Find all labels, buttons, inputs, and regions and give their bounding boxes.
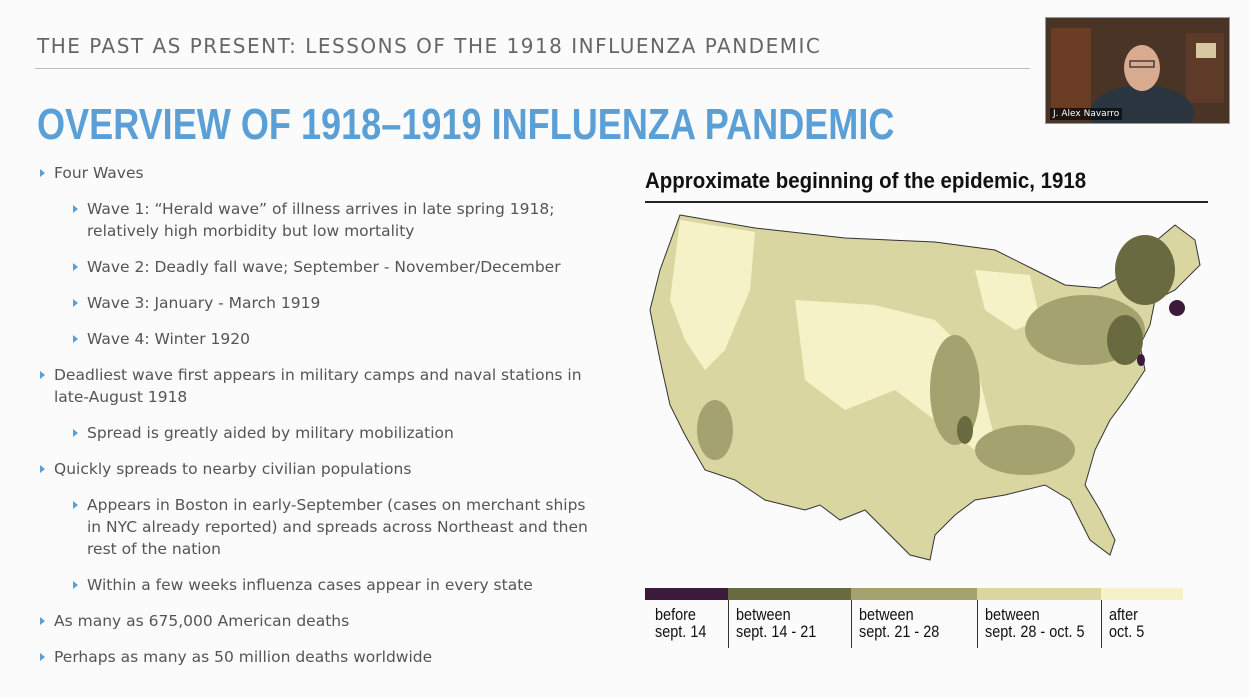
sub-bullet: Appears in Boston in early-September (ca… — [73, 494, 602, 560]
legend-label-line: sept. 14 - 21 — [736, 622, 817, 641]
sub-bullet: Wave 1: “Herald wave” of illness arrives… — [73, 198, 602, 242]
bullet-list: Four Waves Wave 1: “Herald wave” of illne… — [40, 162, 610, 682]
legend-label-line: sept. 21 - 28 — [859, 622, 940, 641]
earliest-region — [1137, 354, 1145, 366]
early-region — [1107, 315, 1143, 365]
us-map — [649, 214, 1201, 561]
legend-divider — [851, 600, 852, 648]
legend-label: between sept. 21 - 28 — [859, 606, 939, 640]
legend-label-line: sept. 14 — [655, 622, 707, 641]
late-region — [975, 270, 1040, 330]
bullet: Deadliest wave first appears in military… — [40, 364, 610, 408]
legend-divider — [1101, 600, 1102, 648]
late-region — [670, 220, 755, 370]
legend-swatch — [851, 588, 977, 600]
bullet: Four Waves — [40, 162, 610, 184]
sub-bullet: Wave 4: Winter 1920 — [73, 328, 602, 350]
legend-divider — [977, 600, 978, 648]
legend-swatch — [977, 588, 1101, 600]
sub-bullet: Spread is greatly aided by military mobi… — [73, 422, 602, 444]
legend-swatch — [645, 588, 728, 600]
early-region — [1115, 235, 1175, 305]
map-title: Approximate beginning of the epidemic, 1… — [645, 168, 1087, 193]
map-rule — [645, 201, 1208, 203]
header-title: THE PAST AS PRESENT: LESSONS OF THE 1918… — [37, 34, 822, 58]
mid-region — [975, 425, 1075, 475]
sub-bullet: Wave 3: January - March 1919 — [73, 292, 602, 314]
webcam-scene — [1046, 18, 1229, 123]
legend-label-line: after — [1109, 605, 1138, 624]
mid-region — [697, 400, 733, 460]
legend-label: between sept. 14 - 21 — [736, 606, 816, 640]
bullet: Quickly spreads to nearby civilian popul… — [40, 458, 610, 480]
header-rule — [35, 68, 1030, 69]
webcam-video: J. Alex Navarro — [1045, 17, 1230, 124]
slide-title: OVERVIEW OF 1918–1919 INFLUENZA PANDEMIC — [37, 100, 895, 149]
legend-label-line: between — [985, 605, 1040, 624]
legend-label-line: between — [736, 605, 791, 624]
legend-label: before sept. 14 — [655, 606, 706, 640]
legend-label-line: between — [859, 605, 914, 624]
legend-swatch — [728, 588, 851, 600]
sub-bullet: Wave 2: Deadly fall wave; September - No… — [73, 256, 602, 278]
participant-name: J. Alex Navarro — [1050, 108, 1123, 120]
legend-label: between sept. 28 - oct. 5 — [985, 606, 1085, 640]
legend-label-line: sept. 28 - oct. 5 — [985, 622, 1085, 641]
sub-bullet: Within a few weeks influenza cases appea… — [73, 574, 602, 596]
legend-label-line: before — [655, 605, 696, 624]
legend-label-line: oct. 5 — [1109, 622, 1145, 641]
bullet: As many as 675,000 American deaths — [40, 610, 610, 632]
earliest-region — [1169, 300, 1185, 316]
legend-swatch — [1101, 588, 1183, 600]
bullet: Perhaps as many as 50 million deaths wor… — [40, 646, 610, 668]
legend-divider — [728, 600, 729, 648]
legend-label: after oct. 5 — [1109, 606, 1144, 640]
early-region — [957, 416, 973, 444]
